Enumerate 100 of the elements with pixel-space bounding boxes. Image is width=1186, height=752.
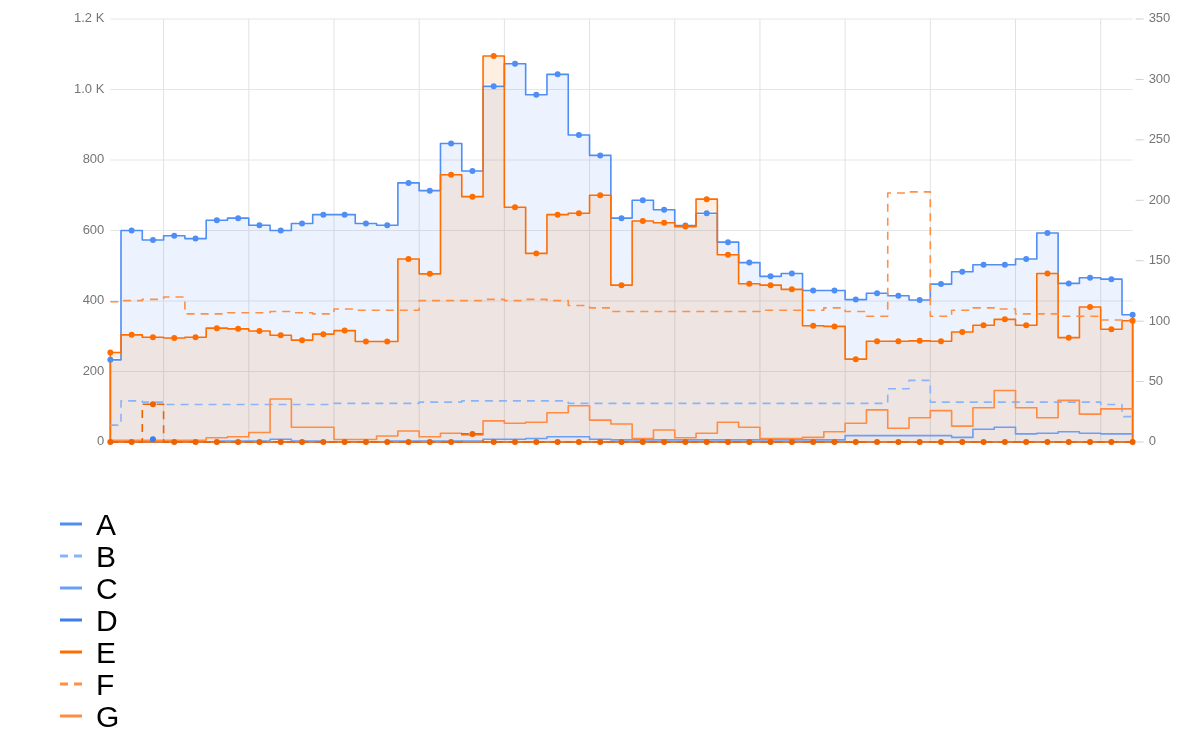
point — [256, 439, 263, 445]
y-tick-label: 1.2 K — [73, 10, 105, 26]
point — [277, 227, 284, 234]
point — [469, 167, 476, 174]
point — [362, 338, 369, 345]
point — [682, 439, 689, 445]
point — [639, 197, 646, 204]
point — [618, 282, 625, 289]
point — [788, 270, 795, 277]
point — [724, 251, 731, 258]
point — [937, 338, 944, 345]
point — [469, 430, 476, 437]
point — [341, 327, 348, 334]
point — [490, 53, 497, 60]
point — [810, 287, 817, 294]
y-tick-label: 600 — [82, 221, 105, 237]
y2-tick-label: 300 — [1148, 70, 1171, 86]
point — [575, 210, 582, 217]
point — [128, 439, 135, 445]
point — [448, 140, 455, 147]
y-tick-label: 0 — [97, 433, 105, 449]
point — [661, 439, 668, 445]
point — [597, 152, 604, 159]
point — [724, 439, 731, 445]
point — [1087, 303, 1094, 310]
point — [512, 60, 519, 67]
point — [597, 439, 604, 445]
point — [703, 196, 710, 203]
point — [895, 292, 902, 299]
point — [171, 232, 178, 239]
point — [916, 337, 923, 344]
point — [980, 439, 987, 445]
point — [575, 439, 582, 445]
point — [426, 439, 433, 445]
point — [469, 193, 476, 200]
point — [661, 219, 668, 226]
point — [107, 356, 114, 363]
y2-tick-label: 200 — [1148, 191, 1171, 207]
point — [213, 439, 220, 445]
point — [1023, 439, 1030, 445]
point — [1129, 317, 1136, 324]
point — [213, 325, 220, 332]
point — [1023, 322, 1030, 329]
point — [1001, 439, 1008, 445]
point — [149, 401, 156, 408]
point — [618, 215, 625, 222]
point — [1065, 280, 1072, 287]
point — [299, 337, 306, 344]
point — [341, 439, 348, 445]
point — [384, 439, 391, 445]
legend-label: A — [96, 507, 117, 541]
point — [937, 439, 944, 445]
point — [959, 268, 966, 275]
point — [149, 237, 156, 244]
point — [895, 439, 902, 445]
point — [831, 439, 838, 445]
point — [426, 270, 433, 277]
point — [746, 439, 753, 445]
point — [107, 349, 114, 356]
point — [554, 71, 561, 78]
legend-label: E — [96, 635, 117, 669]
point — [959, 329, 966, 336]
point — [1001, 261, 1008, 268]
point — [959, 439, 966, 445]
point — [107, 439, 114, 445]
point — [192, 334, 199, 341]
point — [1044, 439, 1051, 445]
point — [916, 439, 923, 445]
point — [235, 325, 242, 332]
point — [852, 296, 859, 303]
point — [1108, 439, 1115, 445]
point — [362, 439, 369, 445]
point — [1087, 274, 1094, 281]
y-tick-label: 400 — [82, 292, 105, 308]
point — [597, 192, 604, 199]
legend-label: B — [96, 539, 117, 573]
y2-tick-label: 50 — [1148, 373, 1164, 389]
point — [320, 211, 327, 218]
point — [192, 439, 199, 445]
y-tick-label: 200 — [82, 362, 105, 378]
point — [384, 338, 391, 345]
y-tick-label: 800 — [82, 151, 105, 167]
point — [384, 222, 391, 229]
point — [874, 439, 881, 445]
y2-tick-label: 0 — [1148, 433, 1156, 449]
point — [256, 222, 263, 229]
point — [533, 250, 540, 257]
point — [1108, 326, 1115, 333]
point — [320, 331, 327, 338]
y2-tick-label: 150 — [1148, 252, 1171, 268]
point — [1023, 256, 1030, 263]
point — [916, 296, 923, 303]
point — [703, 210, 710, 217]
point — [341, 211, 348, 218]
point — [639, 217, 646, 224]
y2-tick-label: 250 — [1148, 131, 1171, 147]
point — [1065, 439, 1072, 445]
point — [405, 256, 412, 263]
point — [490, 83, 497, 90]
point — [980, 322, 987, 329]
